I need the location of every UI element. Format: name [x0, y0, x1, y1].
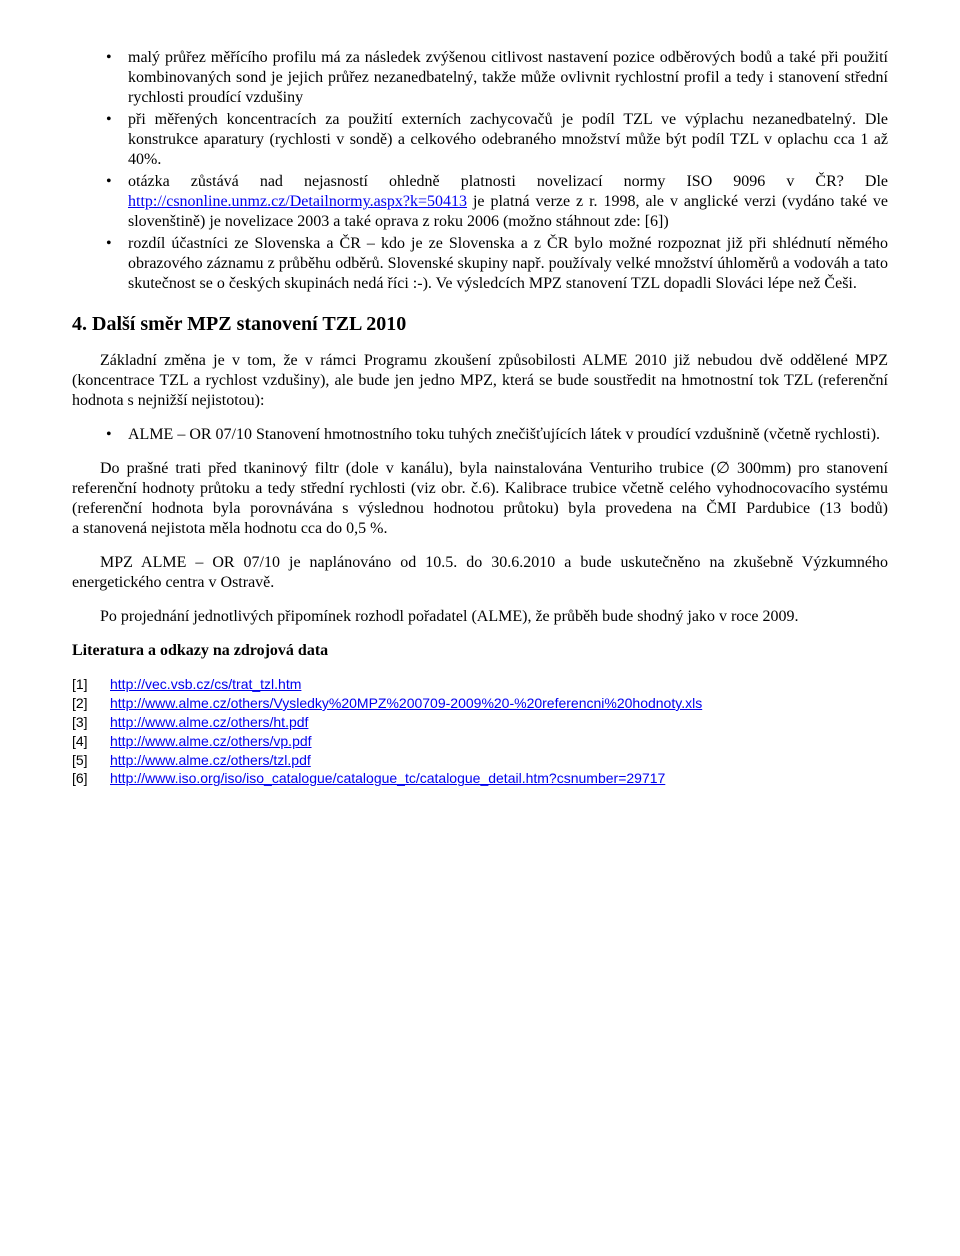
list-text: ALME – OR 07/10 Stanovení hmotnostního t…: [128, 426, 880, 443]
paragraph: Základní změna je v tom, že v rámci Prog…: [72, 351, 888, 411]
list-text: rozdíl účastníci ze Slovenska a ČR – kdo…: [128, 235, 888, 292]
reference-link[interactable]: http://www.iso.org/iso/iso_catalogue/cat…: [110, 770, 665, 786]
reference-row: [4]http://www.alme.cz/others/vp.pdf: [72, 732, 888, 751]
ref-num: [1]: [72, 675, 110, 694]
ref-num: [5]: [72, 751, 110, 770]
literature-heading: Literatura a odkazy na zdrojová data: [72, 641, 888, 661]
reference-row: [2]http://www.alme.cz/others/Vysledky%20…: [72, 694, 888, 713]
paragraph: MPZ ALME – OR 07/10 je naplánováno od 10…: [72, 553, 888, 593]
reference-link[interactable]: http://vec.vsb.cz/cs/trat_tzl.htm: [110, 676, 301, 692]
bullet-list: malý průřez měřícího profilu má za násle…: [72, 48, 888, 294]
norm-link[interactable]: http://csnonline.unmz.cz/Detailnormy.asp…: [128, 193, 467, 210]
section-heading: 4. Další směr MPZ stanovení TZL 2010: [72, 312, 888, 337]
reference-row: [6]http://www.iso.org/iso/iso_catalogue/…: [72, 769, 888, 788]
inner-bullet-list: ALME – OR 07/10 Stanovení hmotnostního t…: [72, 425, 888, 445]
list-item: při měřených koncentracích za použití ex…: [128, 110, 888, 170]
reference-row: [5]http://www.alme.cz/others/tzl.pdf: [72, 751, 888, 770]
list-item: rozdíl účastníci ze Slovenska a ČR – kdo…: [128, 234, 888, 294]
list-item: otázka zůstává nad nejasností ohledně pl…: [128, 172, 888, 232]
reference-link[interactable]: http://www.alme.cz/others/ht.pdf: [110, 714, 308, 730]
list-text-pre: otázka zůstává nad nejasností ohledně pl…: [128, 173, 888, 190]
ref-num: [3]: [72, 713, 110, 732]
list-text: při měřených koncentracích za použití ex…: [128, 111, 888, 168]
paragraph: Do prašné trati před tkaninový filtr (do…: [72, 459, 888, 539]
reference-row: [3]http://www.alme.cz/others/ht.pdf: [72, 713, 888, 732]
diameter-symbol: ∅: [716, 460, 730, 477]
para-text: Do prašné trati před tkaninový filtr (do…: [100, 460, 716, 477]
para-text: MPZ ALME – OR 07/10 je naplánováno od 10…: [72, 554, 888, 591]
reference-link[interactable]: http://www.alme.cz/others/tzl.pdf: [110, 752, 311, 768]
list-text: malý průřez měřícího profilu má za násle…: [128, 49, 888, 106]
reference-row: [1]http://vec.vsb.cz/cs/trat_tzl.htm: [72, 675, 888, 694]
reference-link[interactable]: http://www.alme.cz/others/Vysledky%20MPZ…: [110, 695, 702, 711]
ref-num: [2]: [72, 694, 110, 713]
paragraph: Po projednání jednotlivých připomínek ro…: [72, 607, 888, 627]
ref-num: [4]: [72, 732, 110, 751]
reference-link[interactable]: http://www.alme.cz/others/vp.pdf: [110, 733, 312, 749]
list-item: malý průřez měřícího profilu má za násle…: [128, 48, 888, 108]
references-block: [1]http://vec.vsb.cz/cs/trat_tzl.htm [2]…: [72, 675, 888, 788]
ref-num: [6]: [72, 769, 110, 788]
list-item: ALME – OR 07/10 Stanovení hmotnostního t…: [128, 425, 888, 445]
